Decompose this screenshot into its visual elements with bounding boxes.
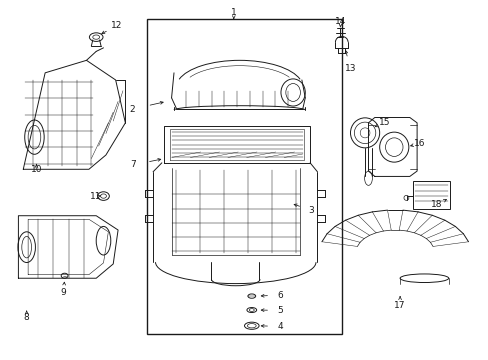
Text: 1: 1 bbox=[230, 8, 236, 17]
Bar bbox=[147, 19, 341, 334]
Text: 2: 2 bbox=[129, 105, 134, 114]
Text: 5: 5 bbox=[277, 306, 283, 315]
Bar bbox=[412, 181, 449, 208]
Text: 3: 3 bbox=[308, 206, 314, 215]
Text: 18: 18 bbox=[430, 200, 442, 209]
Text: 10: 10 bbox=[31, 166, 42, 175]
Text: 11: 11 bbox=[90, 192, 101, 201]
Text: 16: 16 bbox=[413, 139, 425, 148]
Text: 15: 15 bbox=[379, 118, 390, 127]
Text: 12: 12 bbox=[111, 21, 122, 30]
Text: 9: 9 bbox=[61, 288, 66, 297]
Text: 17: 17 bbox=[393, 301, 405, 310]
Text: 13: 13 bbox=[344, 64, 356, 73]
Text: 14: 14 bbox=[334, 17, 346, 26]
Text: 8: 8 bbox=[24, 313, 29, 322]
Text: 4: 4 bbox=[277, 322, 283, 331]
Text: 7: 7 bbox=[129, 161, 135, 170]
Text: 6: 6 bbox=[277, 291, 283, 300]
